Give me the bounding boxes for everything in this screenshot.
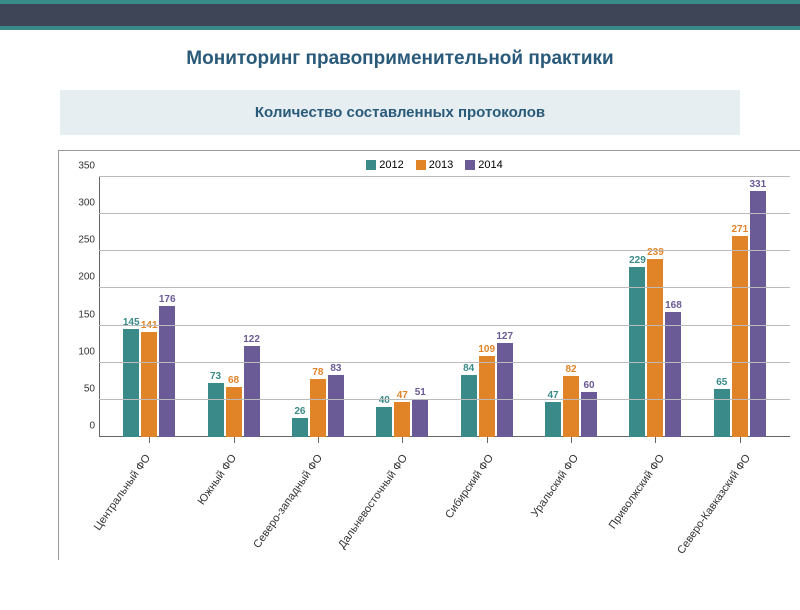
bar-value-label: 239 <box>647 247 664 258</box>
bar-value-label: 229 <box>629 255 646 266</box>
bar: 40 <box>376 407 392 437</box>
grid-line <box>99 176 790 177</box>
grid-line <box>99 325 790 326</box>
bar-value-label: 145 <box>123 317 140 328</box>
bar-value-label: 51 <box>415 387 426 398</box>
x-tick <box>149 437 150 443</box>
bar: 82 <box>563 376 579 437</box>
legend-label: 2013 <box>429 159 453 171</box>
x-tick <box>487 437 488 443</box>
bar: 68 <box>226 387 242 438</box>
bar-value-label: 271 <box>731 224 748 235</box>
bar: 65 <box>714 389 730 437</box>
bar-value-label: 141 <box>141 320 158 331</box>
bar-value-label: 168 <box>665 300 682 311</box>
chart-plot: 1451411767368122267883404751841091274782… <box>99 177 790 437</box>
y-tick-label: 300 <box>69 198 95 209</box>
bar-value-label: 331 <box>749 179 766 190</box>
bar-value-label: 127 <box>496 331 513 342</box>
bar: 84 <box>461 375 477 437</box>
bar: 141 <box>141 332 157 437</box>
y-tick-label: 350 <box>69 161 95 172</box>
bar-value-label: 40 <box>379 395 390 406</box>
bar-value-label: 109 <box>478 344 495 355</box>
page-title: Мониторинг правоприменительной практики <box>0 48 800 70</box>
bar: 271 <box>732 236 748 437</box>
bar-value-label: 65 <box>716 377 727 388</box>
grid-line <box>99 362 790 363</box>
bar: 83 <box>328 375 344 437</box>
x-tick <box>571 437 572 443</box>
chart-legend: 2012 2013 2014 <box>69 159 800 171</box>
y-tick-label: 250 <box>69 235 95 246</box>
grid-line <box>99 213 790 214</box>
bar: 176 <box>159 306 175 437</box>
grid-line <box>99 287 790 288</box>
x-tick <box>655 437 656 443</box>
bar-value-label: 176 <box>159 294 176 305</box>
legend-item: 2014 <box>465 159 502 171</box>
bar: 73 <box>208 383 224 437</box>
legend-swatch <box>465 160 475 170</box>
bar: 47 <box>545 402 561 437</box>
bar: 51 <box>412 399 428 437</box>
x-tick-label: Северо-Кавказский ФО <box>739 450 800 514</box>
y-tick-label: 200 <box>69 272 95 283</box>
bar-value-label: 78 <box>312 367 323 378</box>
legend-label: 2014 <box>478 159 502 171</box>
chart-frame: 201220132014 145141176736812226788340475… <box>58 150 800 560</box>
bar-value-label: 83 <box>330 363 341 374</box>
bar-value-label: 60 <box>584 380 595 391</box>
bar-value-label: 68 <box>228 375 239 386</box>
bar: 145 <box>123 329 139 437</box>
legend-swatch <box>416 160 426 170</box>
bar-group: 229239168 <box>629 259 681 437</box>
legend-label: 2012 <box>379 159 403 171</box>
bar-value-label: 122 <box>243 334 260 345</box>
bar-group: 267883 <box>292 375 344 437</box>
bar-value-label: 84 <box>463 363 474 374</box>
bar: 26 <box>292 418 308 437</box>
subtitle-band: Количество составленных протоколов <box>60 90 740 135</box>
bar-group: 404751 <box>376 399 428 437</box>
y-tick-label: 150 <box>69 309 95 320</box>
bar-group: 84109127 <box>461 343 513 437</box>
y-tick-label: 50 <box>69 383 95 394</box>
x-tick <box>740 437 741 443</box>
bar: 168 <box>665 312 681 437</box>
grid-line <box>99 250 790 251</box>
bar: 127 <box>497 343 513 437</box>
legend-item: 2013 <box>416 159 453 171</box>
bar-value-label: 26 <box>294 406 305 417</box>
top-bar <box>0 0 800 30</box>
y-tick-label: 0 <box>69 421 95 432</box>
bar: 122 <box>244 346 260 437</box>
bar-value-label: 82 <box>566 364 577 375</box>
bar: 47 <box>394 402 410 437</box>
bar: 229 <box>629 267 645 437</box>
bar-group: 65271331 <box>714 191 766 437</box>
bar-group: 4782 60 <box>545 376 597 437</box>
bar: 331 <box>750 191 766 437</box>
bar-group: 145141176 <box>123 306 175 437</box>
bar: 239 <box>647 259 663 437</box>
bar: 78 <box>310 379 326 437</box>
x-tick <box>234 437 235 443</box>
bar: 109 <box>479 356 495 437</box>
x-labels: Центральный ФОЮжный ФОСеверо-западный ФО… <box>97 450 782 560</box>
y-tick-label: 100 <box>69 346 95 357</box>
bar-value-label: 73 <box>210 371 221 382</box>
bar-group: 7368122 <box>208 346 260 437</box>
legend-item: 2012 <box>366 159 403 171</box>
x-tick <box>402 437 403 443</box>
x-tick <box>318 437 319 443</box>
grid-line <box>99 399 790 400</box>
legend-swatch <box>366 160 376 170</box>
